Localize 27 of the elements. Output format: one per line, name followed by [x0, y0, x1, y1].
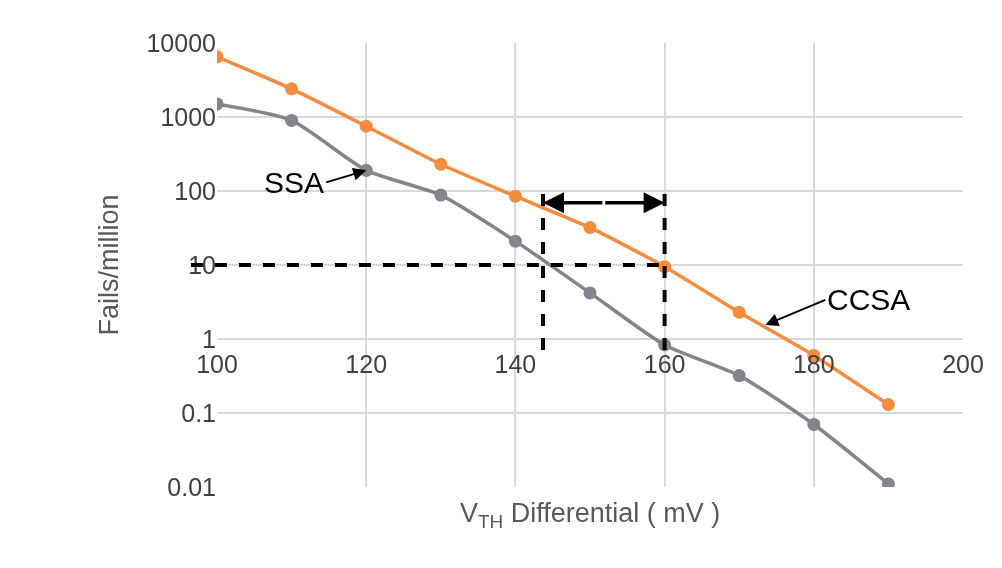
annotation: CCSA — [827, 283, 911, 316]
y-axis-title: Fails/million — [93, 194, 124, 336]
annotation: SSA — [264, 166, 325, 199]
point — [583, 221, 597, 235]
y-tick-label: 0.01 — [167, 472, 216, 501]
point — [732, 305, 746, 319]
point — [434, 157, 448, 171]
x-tick-label: 140 — [494, 350, 537, 378]
point — [285, 113, 299, 127]
point — [508, 189, 522, 203]
point — [583, 286, 597, 300]
point — [285, 82, 299, 96]
y-tick-label: 100 — [174, 176, 216, 205]
x-tick-label: 200 — [942, 350, 984, 378]
y-tick-label: 10000 — [146, 28, 216, 57]
y-tick-label: 1 — [202, 324, 216, 353]
point — [881, 398, 895, 412]
point — [434, 188, 448, 202]
x-tick-label: 120 — [345, 350, 388, 378]
x-tick-label: 160 — [643, 350, 686, 378]
y-tick-label: 1000 — [160, 102, 216, 131]
point — [508, 234, 522, 248]
point — [807, 417, 821, 431]
y-tick-label: 0.1 — [181, 398, 216, 427]
x-axis-title: V$_{TH}$ Differential ( mV ) — [460, 498, 721, 532]
point — [359, 119, 373, 133]
point — [732, 369, 746, 383]
